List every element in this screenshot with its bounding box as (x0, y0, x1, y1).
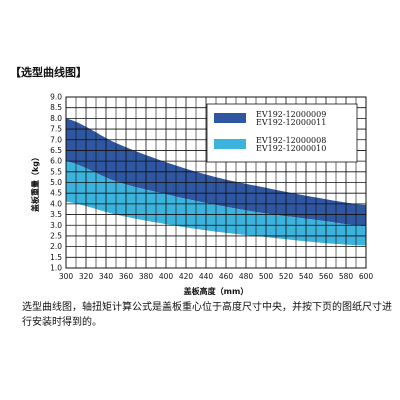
y-tick-label: 5.5 (50, 167, 62, 176)
x-tick-label: 320 (79, 272, 94, 281)
legend-label-2: EV192-12000008 (256, 136, 326, 145)
y-tick-label: 2.5 (50, 231, 62, 240)
y-tick-label: 7.5 (50, 125, 62, 134)
y-tick-label: 3.5 (50, 210, 62, 219)
x-tick-label: 460 (219, 272, 234, 281)
caption-text: 选型曲线图，轴扭矩计算公式是盖板重心位于高度尺寸中央，并按下页的图纸尺寸进行安装… (22, 302, 392, 328)
section-title: 【选型曲线图】 (10, 66, 87, 79)
legend-label-1: EV192-12000009 (256, 110, 326, 119)
y-tick-label: 9.0 (50, 93, 62, 102)
x-axis-label: 盖板高度（mm） (184, 286, 249, 296)
y-tick-label: 5.0 (50, 178, 62, 187)
y-tick-label: 1.5 (50, 253, 62, 262)
x-tick-label: 520 (279, 272, 294, 281)
band-1 (66, 118, 366, 227)
x-tick-label: 540 (299, 272, 314, 281)
x-tick-label: 300 (59, 272, 74, 281)
x-tick-label: 400 (159, 272, 174, 281)
plot-frame (65, 96, 367, 269)
y-tick-label: 3.0 (50, 221, 62, 230)
x-tick-label: 500 (259, 272, 274, 281)
y-tick-label: 1.0 (50, 264, 62, 273)
x-tick-label: 380 (139, 272, 154, 281)
y-tick-label: 8.5 (50, 103, 62, 112)
x-tick-labels: 300 320 340 360 380 400 420 440 460 480 500 520 540 5… (59, 272, 374, 281)
y-axis-label: 盖板重量（kg） (30, 153, 40, 212)
x-tick-label: 340 (99, 272, 114, 281)
y-tick-label: 4.5 (50, 189, 62, 198)
y-tick-label: 4.0 (50, 199, 62, 208)
bands-layer (66, 118, 366, 246)
y-tick-label: 7.0 (50, 135, 62, 144)
y-tick-labels: 9.08.58.07.57.06.56.05.55.04.54.03.53.02… (50, 93, 62, 273)
x-tick-label: 420 (179, 272, 194, 281)
legend-swatch-2 (214, 139, 246, 149)
legend-swatch-1 (214, 113, 246, 123)
x-tick-label: 360 (119, 272, 134, 281)
x-tick-label: 580 (339, 272, 354, 281)
x-tick-label: 560 (319, 272, 334, 281)
y-tick-label: 6.5 (50, 146, 62, 155)
x-tick-label: 480 (239, 272, 254, 281)
x-tick-label: 440 (199, 272, 214, 281)
x-tick-label: 600 (359, 272, 374, 281)
y-tick-label: 2.0 (50, 242, 62, 251)
legend-label-1: EV192-12000011 (256, 118, 326, 127)
legend-label-2: EV192-12000010 (256, 144, 326, 153)
y-tick-label: 8.0 (50, 114, 62, 123)
y-tick-label: 6.0 (50, 157, 62, 166)
band-2 (66, 161, 366, 246)
